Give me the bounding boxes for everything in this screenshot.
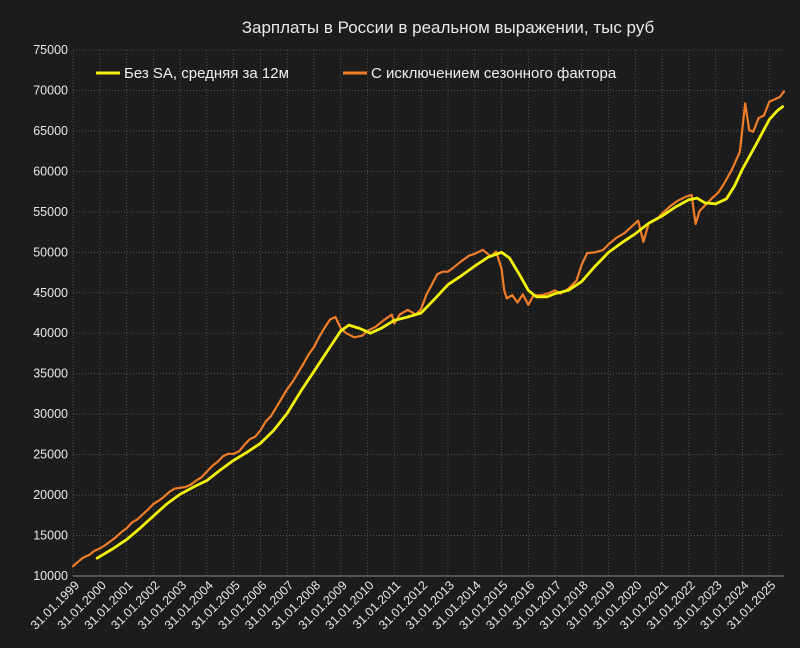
series-line-1 (95, 105, 785, 560)
chart-title: Зарплаты в России в реальном выражении, … (242, 18, 655, 37)
y-tick-label: 40000 (33, 326, 68, 340)
y-tick-label: 60000 (33, 164, 68, 178)
y-tick-label: 55000 (33, 205, 68, 219)
y-tick-label: 75000 (33, 43, 68, 57)
legend-label-series-2: С исключением сезонного фактора (371, 65, 617, 82)
y-tick-label: 50000 (33, 245, 68, 259)
y-tick-label: 35000 (33, 367, 68, 381)
y-tick-label: 30000 (33, 407, 68, 421)
series (71, 90, 786, 568)
legend: Без SA, средняя за 12м С исключением сез… (96, 65, 617, 82)
grid (72, 49, 784, 577)
y-axis-ticks: 10000 15000 20000 25000 30000 35000 40000 45000… (33, 43, 68, 583)
y-tick-label: 70000 (33, 83, 68, 97)
y-tick-label: 10000 (33, 569, 68, 583)
y-tick-label: 45000 (33, 286, 68, 300)
y-tick-label: 65000 (33, 124, 68, 138)
y-tick-label: 25000 (33, 448, 68, 462)
y-tick-label: 20000 (33, 488, 68, 502)
legend-label-series-1: Без SA, средняя за 12м (124, 65, 289, 82)
y-tick-label: 15000 (33, 529, 68, 543)
